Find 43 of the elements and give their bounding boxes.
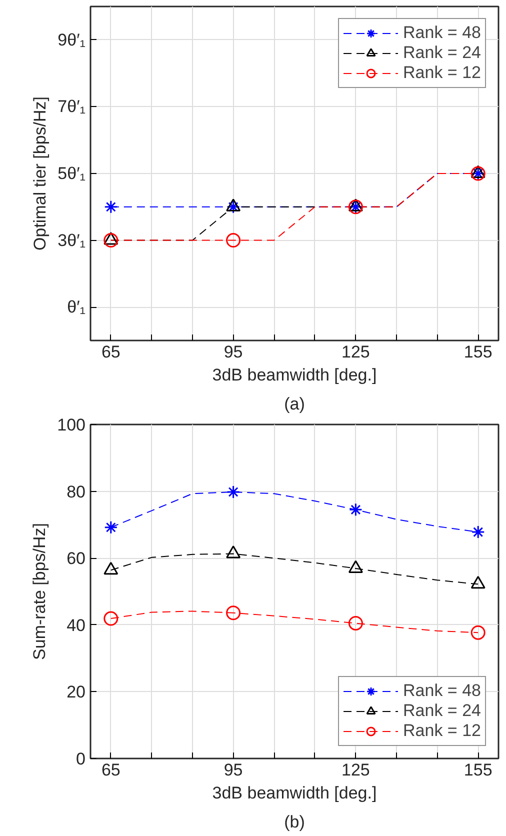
y-tick-label: 3θ′₁ (58, 230, 86, 250)
point (226, 233, 241, 248)
text: (b) (284, 812, 305, 832)
text: (a) (284, 394, 305, 414)
y-tick-label: 9θ′₁ (58, 30, 86, 50)
point (348, 502, 362, 516)
x-axis-title: 3dB beamwidth [deg.] (212, 784, 377, 802)
x-tick-label: 65 (101, 760, 120, 780)
legend-label: Rank = 12 (403, 721, 481, 741)
y-tick-label: 80 (66, 482, 86, 502)
legend-label: Rank = 12 (403, 63, 481, 83)
point (226, 606, 241, 620)
y-tick-label: 20 (66, 682, 86, 702)
y-tick-label: 60 (66, 549, 86, 568)
y-tick-label: 100 (57, 416, 86, 434)
point (348, 616, 363, 630)
y-tick-label: 5θ′₁ (58, 164, 86, 183)
y-tick-label: 40 (66, 616, 86, 635)
legend-label: Rank = 48 (403, 23, 481, 43)
y-tick-label: 0 (76, 750, 86, 768)
y-axis-title: Optimal tier [bps/Hz] (30, 96, 50, 250)
legend-label: Rank = 48 (403, 681, 481, 701)
point (470, 625, 486, 640)
x-tick-label: 65 (101, 342, 120, 362)
point (226, 485, 240, 499)
x-tick-label: 125 (342, 342, 370, 362)
y-tick-label: θ′₁ (67, 298, 86, 317)
point (471, 525, 485, 539)
y-axis-title: Sum-rate [bps/Hz] (30, 522, 50, 660)
x-tick-label: 155 (464, 760, 492, 780)
point (104, 611, 118, 626)
point (104, 200, 118, 214)
x-tick-label: 155 (464, 342, 492, 362)
x-axis-title: 3dB beamwidth [deg.] (212, 366, 377, 384)
point (104, 233, 118, 248)
x-tick-label: 95 (224, 760, 243, 780)
legend-label: Rank = 24 (403, 701, 481, 721)
x-tick-label: 95 (224, 342, 243, 362)
x-tick-label: 125 (342, 760, 370, 780)
legend-label: Rank = 24 (403, 43, 481, 63)
y-tick-label: 7θ′₁ (58, 97, 86, 116)
point (104, 520, 118, 534)
point (226, 200, 240, 214)
